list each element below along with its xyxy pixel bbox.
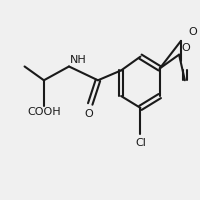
Text: O: O [189, 27, 197, 37]
Text: NH: NH [70, 55, 87, 65]
Text: COOH: COOH [27, 107, 61, 117]
Text: Cl: Cl [135, 138, 146, 148]
Text: O: O [84, 109, 93, 119]
Text: O: O [181, 43, 190, 53]
